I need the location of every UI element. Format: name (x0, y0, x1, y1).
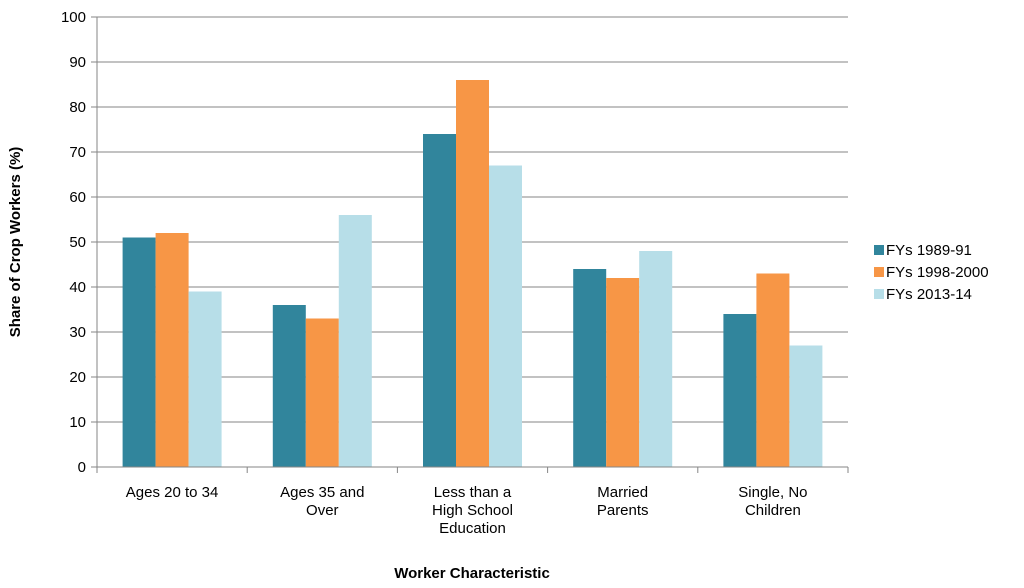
bar (489, 165, 522, 467)
y-tick-label: 60 (69, 189, 86, 206)
bar (573, 269, 607, 467)
bar (338, 215, 372, 467)
bar (122, 237, 156, 467)
y-tick-label: 10 (69, 414, 86, 431)
bar (456, 80, 489, 467)
y-tick-label: 20 (69, 369, 86, 386)
bar (606, 278, 640, 467)
y-tick-label: 50 (69, 234, 86, 251)
legend: FYs 1989-91 FYs 1998-2000 FYs 2013-14 (874, 242, 989, 303)
x-category-label: Single, No (738, 484, 807, 501)
y-tick-label: 70 (69, 144, 86, 161)
bar (272, 305, 306, 467)
bar (423, 134, 456, 467)
legend-swatch (874, 267, 884, 277)
y-tick-label: 40 (69, 279, 86, 296)
x-category-label: Married (597, 484, 648, 501)
legend-entry: FYs 2013-14 (886, 286, 972, 303)
x-category-label: Education (439, 520, 506, 537)
y-tick-label: 100 (61, 9, 86, 26)
bar (188, 291, 222, 467)
y-tick-label: 30 (69, 324, 86, 341)
y-tick-label: 80 (69, 99, 86, 116)
y-tick-label: 90 (69, 54, 86, 71)
x-category-label: Over (306, 502, 339, 519)
y-tick-labels: 0 10 20 30 40 50 60 70 80 90 100 (61, 9, 86, 476)
x-category-label: Ages 35 and (280, 484, 364, 501)
bar (305, 318, 339, 467)
x-category-label: Ages 20 to 34 (126, 484, 219, 501)
y-tick-label: 0 (78, 459, 86, 476)
bar (756, 273, 790, 467)
bars (122, 80, 823, 467)
legend-swatch (874, 245, 884, 255)
x-category-label: Children (745, 502, 801, 519)
x-category-label: High School (432, 502, 513, 519)
x-category-label: Less than a (434, 484, 512, 501)
legend-entry: FYs 1998-2000 (886, 264, 989, 281)
legend-swatch (874, 289, 884, 299)
y-axis-title: Share of Crop Workers (%) (7, 147, 24, 338)
x-axis-title: Worker Characteristic (394, 565, 550, 582)
legend-entry: FYs 1989-91 (886, 242, 972, 259)
bar (639, 251, 673, 467)
bar (723, 314, 757, 467)
bar (155, 233, 189, 467)
axes (96, 17, 849, 473)
x-category-label: Parents (597, 502, 649, 519)
bar (789, 345, 823, 467)
